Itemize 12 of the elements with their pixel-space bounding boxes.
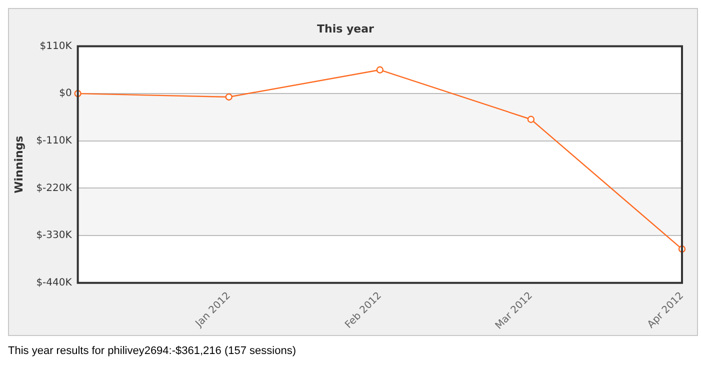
- text: This year results for philivey2694:-$361,216 (157 sessions): [8, 345, 296, 357]
- y-tick-label: $110K: [40, 40, 72, 52]
- point: [376, 66, 384, 74]
- chart-title: This year: [317, 22, 375, 36]
- y-tick-label: $0: [59, 88, 72, 100]
- y-axis-title: Winnings: [12, 135, 26, 194]
- y-tick-label: $-110K: [36, 135, 72, 146]
- y-tick-label: $-440K: [36, 278, 72, 289]
- point: [527, 116, 535, 123]
- point: [225, 93, 232, 101]
- y-tick-label: $-330K: [36, 230, 72, 242]
- y-tick-label: $-220K: [36, 182, 72, 194]
